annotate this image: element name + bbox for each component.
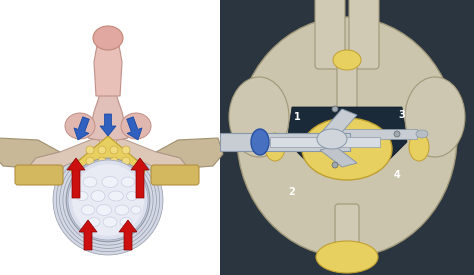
FancyBboxPatch shape (151, 165, 199, 185)
Text: 1: 1 (293, 112, 301, 122)
Ellipse shape (115, 205, 129, 215)
FancyBboxPatch shape (335, 204, 359, 270)
FancyArrow shape (67, 158, 85, 198)
FancyArrow shape (74, 117, 89, 140)
Circle shape (110, 146, 118, 154)
Bar (220, 0, 474, 275)
Ellipse shape (97, 205, 111, 216)
Polygon shape (320, 109, 357, 140)
Polygon shape (287, 107, 407, 172)
Circle shape (98, 168, 106, 176)
Ellipse shape (302, 118, 392, 180)
Ellipse shape (65, 113, 95, 139)
Ellipse shape (229, 77, 289, 157)
Bar (0, 0, 220, 275)
FancyBboxPatch shape (349, 0, 379, 69)
Ellipse shape (83, 177, 97, 187)
Ellipse shape (91, 191, 105, 202)
Circle shape (122, 157, 130, 165)
Ellipse shape (103, 217, 117, 227)
Ellipse shape (409, 133, 429, 161)
Polygon shape (70, 136, 146, 190)
FancyBboxPatch shape (337, 58, 357, 137)
Circle shape (332, 106, 338, 112)
Circle shape (332, 162, 338, 168)
Polygon shape (28, 138, 102, 172)
FancyBboxPatch shape (315, 0, 345, 69)
Ellipse shape (121, 177, 135, 187)
Ellipse shape (63, 155, 153, 245)
FancyArrow shape (131, 158, 149, 198)
Circle shape (122, 168, 130, 176)
Bar (220, 133, 350, 151)
Ellipse shape (405, 77, 465, 157)
Polygon shape (88, 94, 128, 140)
Ellipse shape (109, 191, 124, 201)
Polygon shape (156, 138, 223, 168)
Ellipse shape (237, 17, 457, 257)
Ellipse shape (68, 160, 148, 240)
Circle shape (122, 146, 130, 154)
Ellipse shape (317, 129, 347, 149)
Ellipse shape (60, 152, 156, 248)
Ellipse shape (82, 205, 94, 215)
Circle shape (110, 157, 118, 165)
FancyArrow shape (119, 220, 137, 250)
Circle shape (86, 157, 94, 165)
Text: 2: 2 (289, 187, 295, 197)
Ellipse shape (121, 113, 151, 139)
Circle shape (98, 157, 106, 165)
Bar (337, 129, 417, 139)
Ellipse shape (265, 133, 285, 161)
FancyArrow shape (127, 117, 142, 140)
Ellipse shape (88, 218, 100, 227)
Polygon shape (94, 40, 122, 96)
Circle shape (86, 168, 94, 176)
Circle shape (110, 168, 118, 176)
Ellipse shape (333, 50, 361, 70)
Polygon shape (320, 146, 357, 167)
FancyArrow shape (100, 114, 116, 136)
Ellipse shape (127, 191, 137, 200)
Text: 4: 4 (393, 170, 401, 180)
Ellipse shape (93, 26, 123, 50)
Ellipse shape (56, 148, 160, 252)
Ellipse shape (76, 191, 88, 200)
FancyBboxPatch shape (15, 165, 63, 185)
Ellipse shape (72, 164, 144, 236)
Text: 3: 3 (399, 110, 405, 120)
Bar (270, 137, 380, 147)
Ellipse shape (131, 206, 141, 214)
Ellipse shape (102, 177, 118, 188)
Ellipse shape (316, 241, 378, 273)
Polygon shape (114, 138, 188, 172)
Ellipse shape (53, 145, 163, 255)
Ellipse shape (416, 130, 428, 138)
FancyArrow shape (79, 220, 97, 250)
Ellipse shape (120, 218, 132, 227)
Circle shape (86, 146, 94, 154)
Polygon shape (0, 138, 60, 168)
Circle shape (98, 146, 106, 154)
Circle shape (394, 131, 400, 137)
Ellipse shape (66, 158, 150, 242)
Ellipse shape (251, 129, 269, 155)
